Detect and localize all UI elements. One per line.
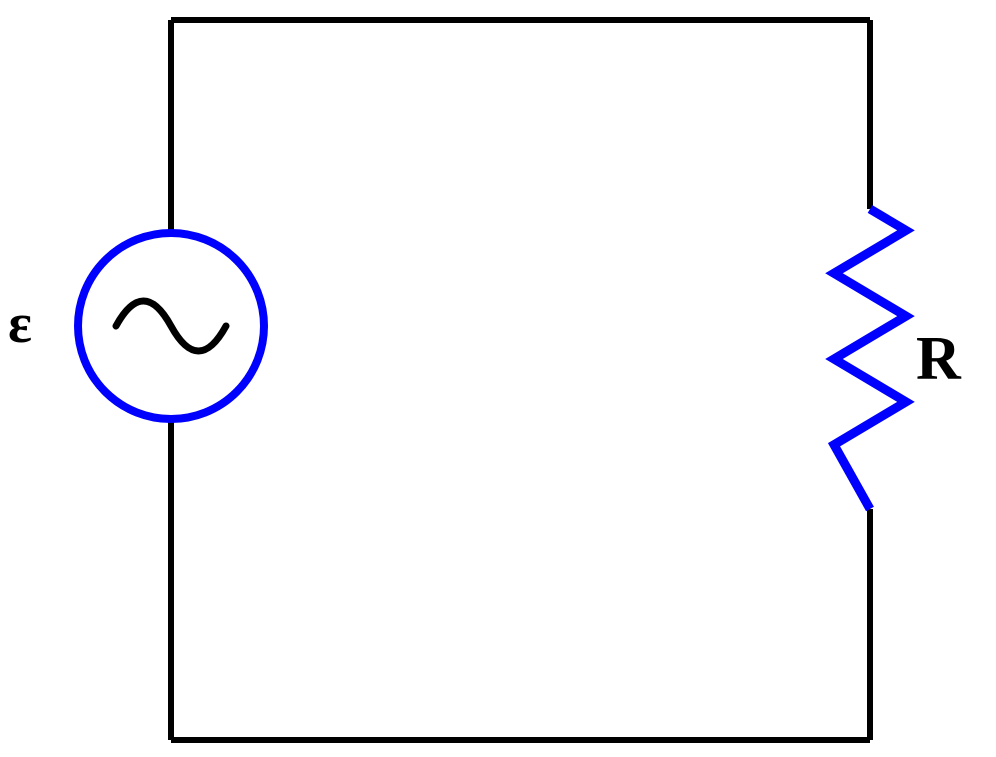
resistor [834,209,906,509]
circuit-loop-wires [171,20,870,740]
ac-source [78,233,264,419]
source-label: ε [8,292,32,356]
ac-source-sine-icon [116,301,226,351]
circuit-diagram [0,0,996,757]
resistor-zigzag [834,209,906,509]
resistor-label: R [916,324,961,395]
